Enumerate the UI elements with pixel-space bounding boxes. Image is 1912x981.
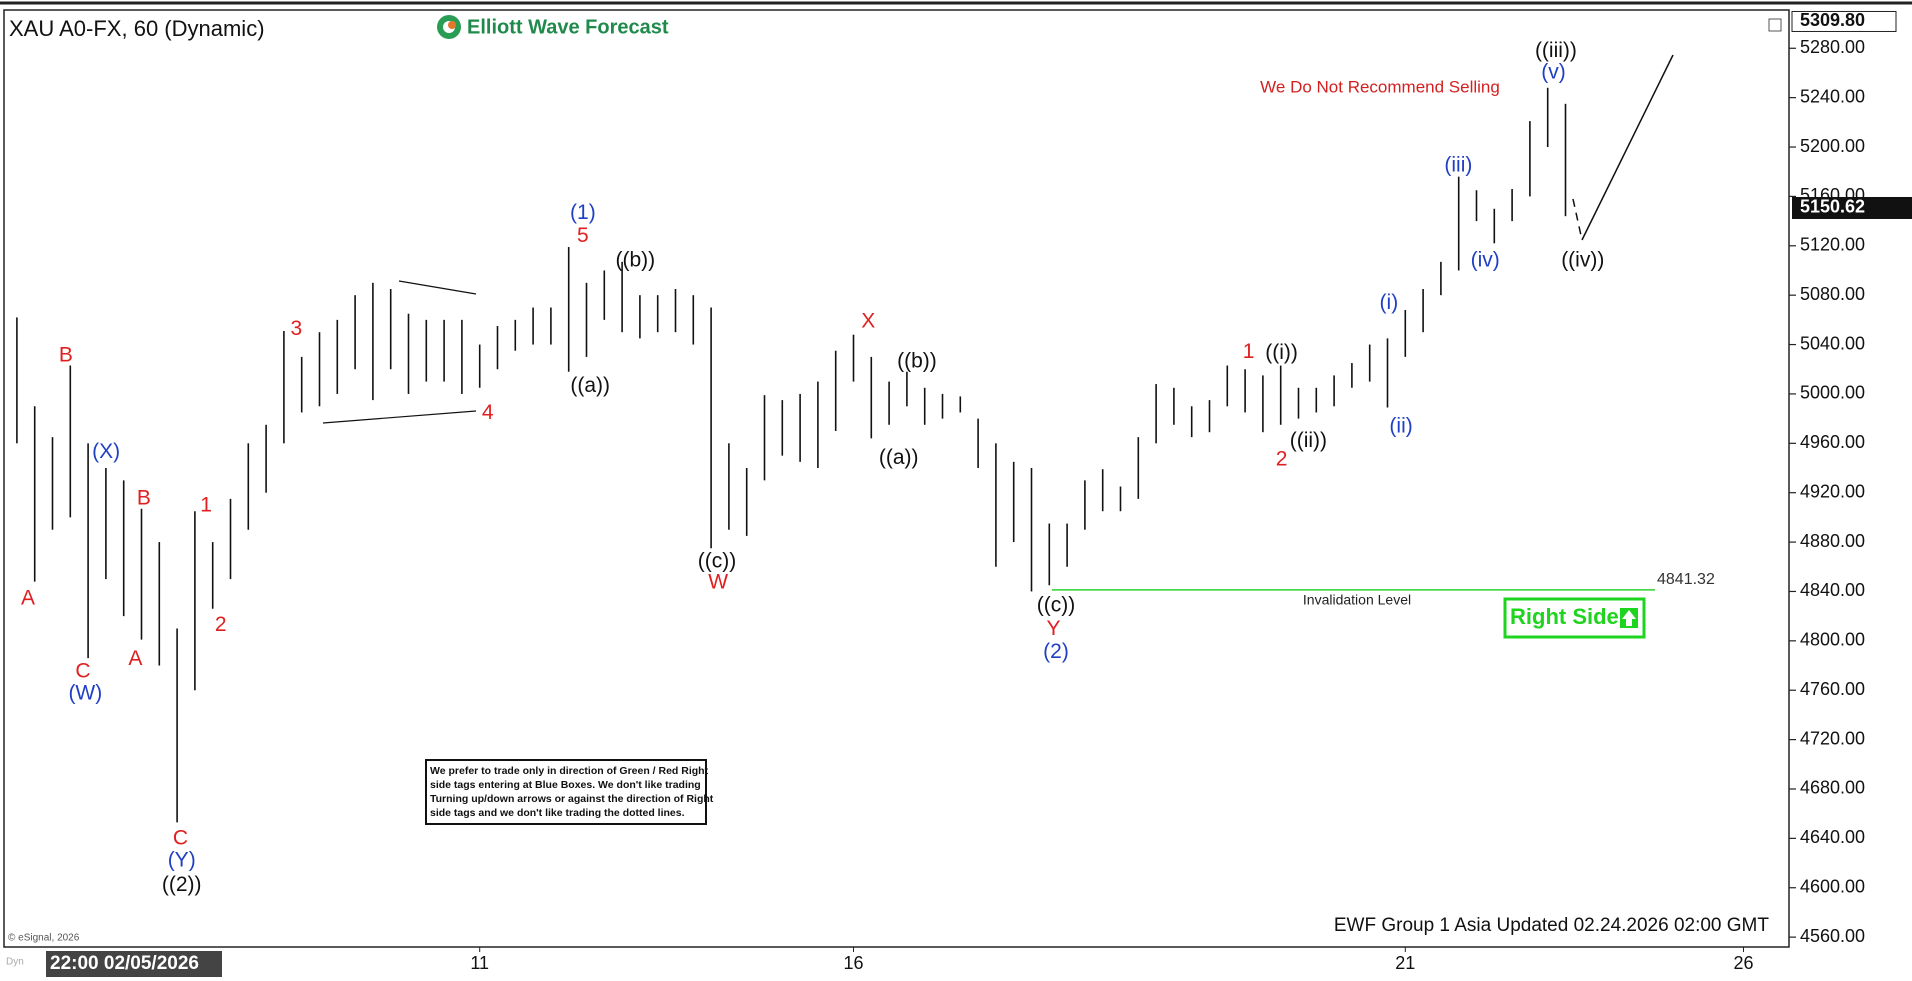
y-tick-label: 4920.00 [1800, 481, 1865, 501]
note-line: side tags entering at Blue Boxes. We don… [430, 779, 701, 791]
brand-logo: Elliott Wave Forecast [437, 15, 669, 39]
top-price-box [1791, 10, 1897, 32]
x-tick-label: 11 [470, 953, 489, 973]
y-tick-label: 4800.00 [1800, 630, 1865, 650]
wave-label: W [708, 570, 728, 593]
wave-label: X [861, 309, 875, 332]
y-tick-label: 4640.00 [1800, 827, 1865, 847]
up-arrow [1622, 610, 1636, 626]
y-tick-label: 4960.00 [1800, 432, 1865, 452]
footer: EWF Group 1 Asia Updated 02.24.2026 02:0… [1334, 915, 1770, 936]
right-side-tag: Right Side [1503, 597, 1646, 639]
wave-label: (iv) [1471, 248, 1500, 271]
trend-line [322, 410, 477, 424]
note-line: Turning up/down arrows or against the di… [430, 793, 714, 805]
y-tick-label: 5000.00 [1800, 383, 1865, 403]
y-tick-label: 4600.00 [1800, 876, 1865, 896]
wave-label: (2) [1043, 640, 1069, 663]
wave-label: (Y) [168, 848, 196, 871]
wave-label: 2 [1276, 447, 1288, 470]
x-tick-label: 16 [843, 953, 863, 973]
settings-icon [1768, 18, 1782, 32]
warning: We Do Not Recommend Selling [1260, 77, 1500, 96]
wave-label: A [21, 586, 35, 609]
wave-label: ((a)) [879, 446, 919, 469]
wave-label: ((c)) [698, 550, 736, 573]
wave-label: ((a)) [570, 374, 610, 397]
wave-label: ((b)) [897, 350, 937, 373]
wave-label: ((ii)) [1290, 429, 1327, 452]
right-side-label: Right Side [1510, 604, 1619, 629]
wave-label: C [75, 659, 90, 682]
plot-frame [3, 9, 1790, 948]
y-tick-label: 5240.00 [1800, 86, 1865, 106]
wave-label: ((c)) [1037, 594, 1075, 617]
y-tick-label: 5080.00 [1800, 284, 1865, 304]
wave-label: (ii) [1389, 414, 1412, 437]
trend-line [398, 280, 477, 295]
chart-title: XAU A0-FX, 60 (Dynamic) [9, 16, 265, 41]
wave-label: ((iv)) [1561, 248, 1604, 271]
projection-dashed [1572, 198, 1583, 241]
y-tick-label: 4840.00 [1800, 580, 1865, 600]
wave-label: (W) [68, 681, 102, 704]
note-frame [425, 759, 707, 825]
wave-label: 3 [290, 317, 302, 340]
wave-label: ((b)) [615, 248, 655, 271]
note-line: We prefer to trade only in direction of … [430, 765, 709, 777]
brand: Elliott Wave Forecast [467, 16, 669, 38]
y-tick-label: 5040.00 [1800, 333, 1865, 353]
wave-label: C [173, 826, 188, 849]
wave-label: (X) [92, 440, 120, 463]
wave-label: B [59, 344, 73, 367]
dyn-label: Dyn [6, 957, 24, 968]
y-tick-label: 5200.00 [1800, 136, 1865, 156]
wave-label: A [128, 647, 142, 670]
wave-label: ((2)) [162, 873, 202, 896]
wave-label: ((i)) [1265, 341, 1298, 364]
y-tick-label: 4760.00 [1800, 679, 1865, 699]
wave-label: (iii) [1444, 153, 1472, 176]
last-price-label: 5150.62 [1800, 197, 1865, 217]
x-tick-label: 22:00 02/05/2026 [50, 953, 199, 974]
wave-label: 2 [215, 613, 227, 636]
x-tick-label: 21 [1395, 953, 1415, 973]
y-tick-label: 5120.00 [1800, 235, 1865, 255]
wave-label: 4 [482, 401, 494, 424]
invalidation-label: Invalidation Level [1303, 592, 1411, 608]
wave-label: 1 [1243, 340, 1255, 363]
y-tick-label: 5280.00 [1800, 37, 1865, 57]
invalidation-value: 4841.32 [1657, 571, 1715, 588]
wave-label: (1) [570, 201, 596, 224]
wave-label: Y [1047, 617, 1061, 640]
note-line: side tags and we don't like trading the … [430, 807, 685, 819]
top-price-label: 5309.80 [1800, 10, 1865, 30]
projection-line [1581, 54, 1674, 241]
copyright: © eSignal, 2026 [8, 933, 80, 944]
last-price-box [1792, 196, 1912, 219]
note-box: We prefer to trade only in direction of … [425, 759, 714, 825]
wave-label: 1 [200, 494, 212, 517]
wave-label: 5 [577, 224, 589, 247]
wave-label: (v) [1541, 61, 1566, 84]
wave-label: (i) [1380, 291, 1399, 314]
y-tick-label: 4880.00 [1800, 531, 1865, 551]
y-tick-label: 4560.00 [1800, 926, 1865, 946]
wave-label: ((iii)) [1535, 39, 1577, 62]
x-tick-label: 26 [1733, 953, 1753, 973]
y-tick-label: 4720.00 [1800, 728, 1865, 748]
x-label-box [46, 951, 222, 977]
logo-icon-dot [448, 21, 456, 29]
y-tick-label: 4680.00 [1800, 778, 1865, 798]
wave-label: B [137, 486, 151, 509]
